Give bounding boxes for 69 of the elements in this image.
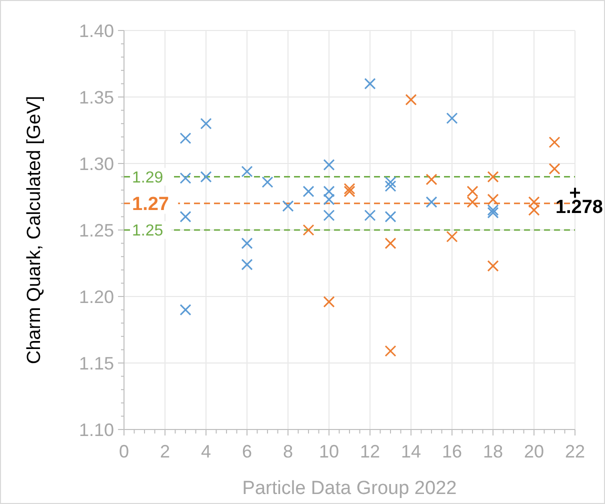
point bbox=[384, 238, 396, 250]
point bbox=[548, 136, 560, 148]
x-tick-label: 12 bbox=[360, 442, 380, 462]
point bbox=[282, 200, 294, 212]
point bbox=[344, 183, 356, 195]
point bbox=[364, 78, 376, 90]
x-tick-label: 6 bbox=[242, 442, 252, 462]
point bbox=[200, 118, 212, 130]
point bbox=[262, 176, 274, 188]
point bbox=[466, 196, 478, 208]
point bbox=[405, 94, 417, 106]
x-tick-label: 22 bbox=[564, 442, 586, 462]
x-tick-label: 20 bbox=[524, 442, 544, 462]
point bbox=[426, 196, 438, 208]
point bbox=[180, 172, 192, 184]
y-tick-label: 1.30 bbox=[78, 154, 114, 174]
point bbox=[384, 176, 396, 188]
y-tick-label: 1.35 bbox=[78, 87, 114, 108]
point bbox=[528, 204, 540, 216]
x-axis-title: Particle Data Group 2022 bbox=[242, 478, 457, 499]
data-label: 1.278 bbox=[555, 196, 603, 218]
x-tick-label: 14 bbox=[400, 442, 422, 462]
point bbox=[302, 224, 314, 236]
point bbox=[384, 210, 396, 222]
point bbox=[323, 210, 335, 222]
x-tick-label: 4 bbox=[200, 442, 212, 462]
point bbox=[466, 186, 478, 198]
x-tick-label: 0 bbox=[118, 442, 130, 462]
x-tick-label: 18 bbox=[482, 442, 504, 462]
point bbox=[487, 171, 499, 183]
point bbox=[487, 194, 499, 206]
point bbox=[446, 112, 458, 124]
y-tick-label: 1.15 bbox=[78, 353, 114, 374]
point bbox=[241, 166, 253, 178]
ref-line-label: 1.25 bbox=[132, 222, 164, 240]
point bbox=[180, 210, 192, 222]
point bbox=[364, 210, 376, 222]
point bbox=[569, 186, 581, 199]
y-axis-title: Charm Quark, Calculated [GeV] bbox=[24, 96, 45, 364]
x-tick-label: 16 bbox=[442, 442, 462, 462]
point bbox=[241, 238, 253, 250]
ref-line-label: 1.27 bbox=[132, 194, 169, 216]
point bbox=[344, 186, 356, 198]
point bbox=[180, 304, 192, 316]
point bbox=[384, 180, 396, 192]
y-tick-label: 1.25 bbox=[78, 220, 114, 240]
point bbox=[323, 186, 335, 198]
point bbox=[323, 296, 335, 308]
point bbox=[384, 345, 396, 357]
point bbox=[323, 194, 335, 206]
point bbox=[426, 174, 438, 186]
point bbox=[548, 163, 560, 175]
ref-line-label: 1.29 bbox=[132, 169, 164, 186]
point bbox=[241, 258, 253, 270]
point bbox=[446, 230, 458, 242]
x-tick-label: 8 bbox=[282, 442, 294, 462]
point bbox=[302, 186, 314, 198]
y-tick-label: 1.20 bbox=[78, 286, 114, 307]
x-tick-label: 10 bbox=[318, 442, 340, 462]
point bbox=[528, 196, 540, 208]
y-tick-label: 1.40 bbox=[78, 20, 114, 41]
point bbox=[180, 132, 192, 144]
point bbox=[487, 260, 499, 272]
point bbox=[200, 171, 212, 183]
point bbox=[487, 204, 499, 216]
y-tick-label: 1.10 bbox=[78, 420, 114, 440]
point bbox=[487, 206, 499, 218]
point bbox=[323, 159, 335, 171]
x-tick-label: 2 bbox=[160, 442, 170, 462]
